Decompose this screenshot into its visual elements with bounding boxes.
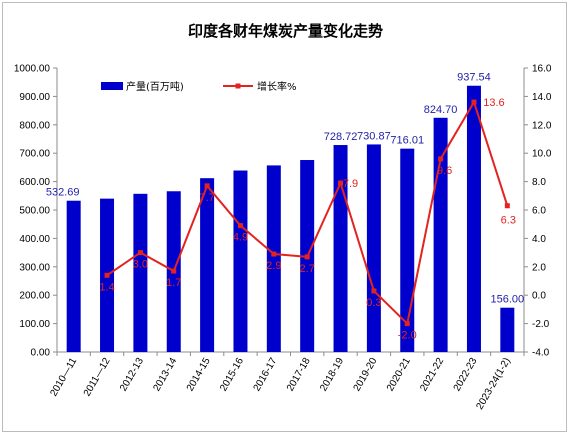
line-data-label: 13.6 [483,97,504,109]
growth-point [438,156,444,162]
x-tick-label: 2017-18 [285,356,313,394]
growth-point [504,203,510,209]
bar [200,178,215,352]
growth-point [271,251,277,257]
x-tick-label: 2020-21 [385,356,413,394]
bar-data-label: 937.54 [457,72,491,84]
line-data-label: 9.6 [437,165,452,177]
legend-bar-swatch [101,82,123,90]
line-data-label: 4.9 [233,232,248,244]
right-tick-label: 8.0 [532,177,546,188]
right-tick-label: 0.0 [532,291,546,302]
x-tick-label: 2023-24(1-2) [474,356,512,412]
x-tick-label: 2012-13 [118,356,146,394]
bar [400,148,415,352]
x-tick-label: 2019-20 [352,356,380,394]
line-data-label: 3.0 [133,259,148,271]
left-tick-label: 300.00 [19,262,50,273]
left-tick-label: 100.00 [19,319,50,330]
right-tick-label: 6.0 [532,206,546,217]
x-tick-label: 2018-19 [318,356,346,394]
x-tick-label: 2014-15 [185,356,213,394]
x-tick-label: 2013-14 [151,356,179,394]
line-data-label: 2.7 [300,263,315,275]
bar [466,85,481,352]
line-data-label: 2.9 [266,260,281,272]
line-data-label: 1.4 [99,281,114,293]
bar [333,145,348,352]
bar-data-label: 532.69 [46,187,80,199]
left-tick-label: 800.00 [19,120,50,131]
growth-point [404,321,410,327]
right-tick-label: -2.0 [532,319,550,330]
left-tick-label: 700.00 [19,149,50,160]
left-tick-label: 0.00 [31,348,51,359]
x-tick-label: 2022-23 [452,356,480,394]
x-tick-label: 2021-22 [418,356,446,394]
bar [266,165,281,352]
right-tick-label: 14.0 [532,92,552,103]
x-tick-label: 2010—11 [48,356,79,399]
left-tick-label: 200.00 [19,291,50,302]
growth-point [338,180,344,186]
bar-data-label: 716.01 [390,135,424,147]
bar [366,144,381,352]
right-tick-label: 4.0 [532,234,546,245]
x-tick-label: 2016-17 [252,356,280,394]
legend-line-label: 增长率% [257,80,297,93]
right-tick-label: 10.0 [532,149,552,160]
bar-data-label: 728.72 [324,131,358,143]
growth-point [237,223,243,229]
bar-data-label: 730.87 [357,130,391,142]
line-data-label: 7.7 [199,192,214,204]
line-data-label: 6.3 [501,215,516,227]
legend-line-marker [235,83,241,89]
x-tick-label: 2011—12 [82,356,113,399]
line-data-label: 7.9 [343,178,358,190]
left-tick-label: 1000.00 [14,64,51,75]
growth-point [371,288,377,294]
line-data-label: 1.7 [166,277,181,289]
x-tick-label: 2015-16 [218,356,246,394]
growth-point [171,268,177,274]
growth-point [304,254,310,260]
right-tick-label: 2.0 [532,262,546,273]
line-data-label: -2.0 [398,330,417,342]
right-tick-label: -4.0 [532,348,550,359]
bar [233,170,248,352]
left-tick-label: 400.00 [19,234,50,245]
growth-point [137,250,143,256]
bar-data-label: 156.00 [490,294,524,306]
line-data-label: 0.3 [366,297,381,309]
bar [66,200,81,352]
growth-point [104,272,110,278]
bar-data-label: 824.70 [424,104,458,116]
right-tick-label: 12.0 [532,120,552,131]
left-tick-label: 500.00 [19,206,50,217]
legend-bar-label: 产量(百万吨) [126,80,184,93]
chart-title: 印度各财年煤炭产量变化走势 [187,22,383,40]
bar [433,117,448,352]
bar [133,193,148,352]
growth-point [204,183,210,189]
left-tick-label: 600.00 [19,177,50,188]
bar [500,307,515,352]
right-tick-label: 16.0 [532,64,552,75]
left-tick-label: 900.00 [19,92,50,103]
growth-point [471,99,477,105]
